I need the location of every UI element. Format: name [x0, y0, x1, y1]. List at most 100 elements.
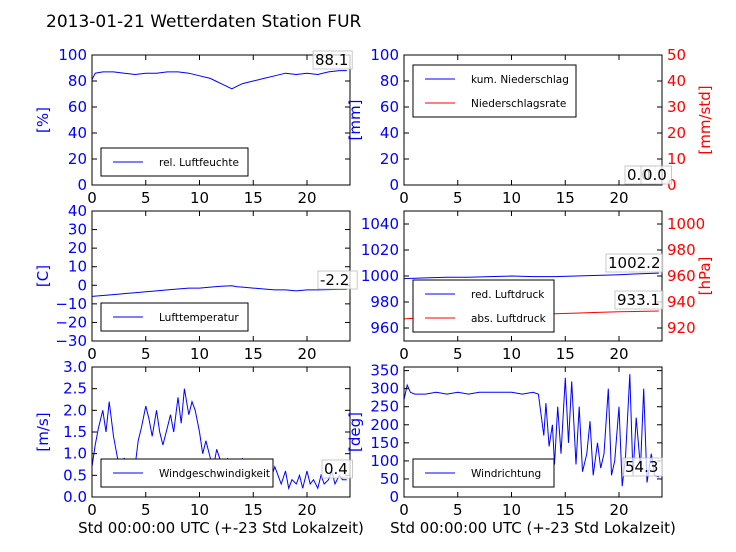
series-line-wind_direction-0: [404, 374, 659, 487]
y-tick-label: 0: [77, 276, 87, 294]
series-line-pressure-0: [404, 272, 659, 280]
last-value-label: 54.3: [625, 458, 658, 476]
y-axis-label: [deg]: [346, 412, 364, 452]
y2-axis-label: [hPa]: [696, 257, 714, 296]
x-tick-label: 10: [190, 345, 209, 363]
y-tick-label: 2.5: [63, 380, 87, 398]
legend-label: Lufttemperatur: [159, 312, 239, 324]
axes-frame-wind_direction: [403, 366, 663, 498]
figure-title: 2013-01-21 Wetterdaten Station FUR: [46, 12, 362, 32]
chart-pressure: 0 5 10 15 20 960 980 1000 1020 1040 920 940 960 980 10…: [361, 210, 714, 363]
y-tick-label: 30: [68, 221, 87, 239]
y-axis-label: [%]: [34, 107, 52, 133]
legend-box-pressure: [412, 279, 555, 333]
chart-precip: 0 5 10 15 20 0 20 40 60 80 100 0 10 20 30 40 50 [mm] [mm/s…: [346, 46, 714, 207]
y-axis-label: [mm]: [346, 100, 364, 141]
axes-frame-humidity: [91, 54, 351, 186]
legend-label: red. Luftdruck: [471, 289, 545, 301]
y-tick-label: 0: [389, 488, 399, 506]
chart-wind_direction: 0 5 10 15 20050100150200250300350[deg]Windri…: [346, 362, 663, 519]
y-tick-label: 0.0: [63, 488, 87, 506]
y2-tick-label: 1000: [667, 215, 705, 233]
x-tick-label: 15: [556, 345, 575, 363]
x-axis-label-left: Std 00:00:00 UTC (+-23 Std Lokalzeit): [78, 519, 364, 537]
x-tick-label: 5: [453, 345, 463, 363]
x-tick-label: 15: [556, 189, 575, 207]
y-tick-label: −20: [55, 313, 87, 331]
y2-tick-label: 0: [667, 176, 677, 194]
chart-wind_speed: 0 5 10 15 20 0.0 0.5 1.0 1.5 2.0 2.5 3.0 [m/s] Windge…: [34, 358, 353, 519]
x-tick-label: 15: [244, 345, 263, 363]
last-value-box: [605, 253, 664, 273]
y-tick-label: 80: [380, 72, 399, 90]
last-value-label: 88.1: [315, 51, 348, 69]
x-tick-label: 0: [399, 501, 409, 519]
y-tick-label: 60: [380, 98, 399, 116]
x-tick-label: 0: [87, 189, 97, 207]
y2-tick-label: 30: [667, 98, 686, 116]
y-tick-label: 960: [370, 319, 399, 337]
y-tick-label: 3.0: [63, 358, 87, 376]
y2-axis-label: [mm/std]: [696, 85, 714, 154]
x-tick-label: 20: [297, 501, 316, 519]
last-value-box: [317, 270, 358, 290]
x-tick-label: 10: [502, 501, 521, 519]
x-tick-label: 10: [502, 189, 521, 207]
y-axis-label: [C]: [34, 265, 52, 287]
y-tick-label: 200: [370, 416, 399, 434]
x-tick-label: 5: [141, 501, 151, 519]
y-axis-label: [m/s]: [34, 412, 52, 451]
x-tick-label: 0: [87, 345, 97, 363]
chart-humidity: 0 5 10 15 20 0 20 40 60 80 100 [%] rel. Luftfeuchte 8…: [34, 46, 353, 207]
y-tick-label: 40: [68, 202, 87, 220]
x-tick-label: 20: [297, 189, 316, 207]
y-tick-label: 50: [380, 470, 399, 488]
y-tick-label: −30: [55, 332, 87, 350]
series-line-humidity-0: [92, 70, 347, 90]
legend-label: kum. Niederschlag: [471, 74, 569, 86]
legend-label: abs. Luftdruck: [471, 313, 547, 325]
legend-label: Windgeschwindigkeit: [159, 468, 270, 480]
y-tick-label: 0: [389, 176, 399, 194]
last-value-box: [622, 457, 663, 477]
y-tick-label: 350: [370, 362, 399, 380]
y2-tick-label: 920: [667, 319, 696, 337]
last-value-label: 0.0: [643, 166, 667, 184]
y-tick-label: 150: [370, 434, 399, 452]
x-tick-label: 15: [556, 501, 575, 519]
series-line-temperature-0: [92, 285, 347, 297]
x-tick-label: 10: [502, 345, 521, 363]
legend-label: Niederschlagsrate: [471, 98, 566, 110]
last-value-box: [312, 50, 353, 70]
legend-box-precip: [412, 64, 577, 118]
y-tick-label: 1.0: [63, 445, 87, 463]
last-value-box: [614, 290, 664, 310]
last-value-label: 1002.2: [608, 254, 661, 272]
y-tick-label: 1040: [361, 215, 399, 233]
y2-tick-label: 40: [667, 72, 686, 90]
last-value-box: [321, 459, 353, 479]
y2-tick-label: 940: [667, 293, 696, 311]
y-tick-label: 60: [68, 98, 87, 116]
x-tick-label: 10: [190, 189, 209, 207]
x-tick-label: 0: [87, 501, 97, 519]
legend-label: Windrichtung: [471, 468, 541, 480]
last-value-label: 933.1: [617, 291, 660, 309]
y-tick-label: 1000: [361, 267, 399, 285]
x-tick-label: 20: [609, 501, 628, 519]
x-tick-label: 0: [399, 189, 409, 207]
x-tick-label: 5: [453, 501, 463, 519]
x-tick-label: 5: [141, 345, 151, 363]
y-tick-label: 980: [370, 293, 399, 311]
y-tick-label: 100: [370, 452, 399, 470]
x-tick-label: 20: [609, 189, 628, 207]
chart-temperature: 0 5 10 15 20−30−20−10010203040[C]Lufttempera…: [34, 202, 358, 363]
y-tick-label: 300: [370, 380, 399, 398]
y-tick-label: 100: [370, 46, 399, 64]
x-tick-label: 5: [453, 189, 463, 207]
axes-frame-precip: [403, 54, 663, 186]
x-tick-label: 20: [297, 345, 316, 363]
y-tick-label: 20: [380, 150, 399, 168]
y-tick-label: −10: [55, 295, 87, 313]
